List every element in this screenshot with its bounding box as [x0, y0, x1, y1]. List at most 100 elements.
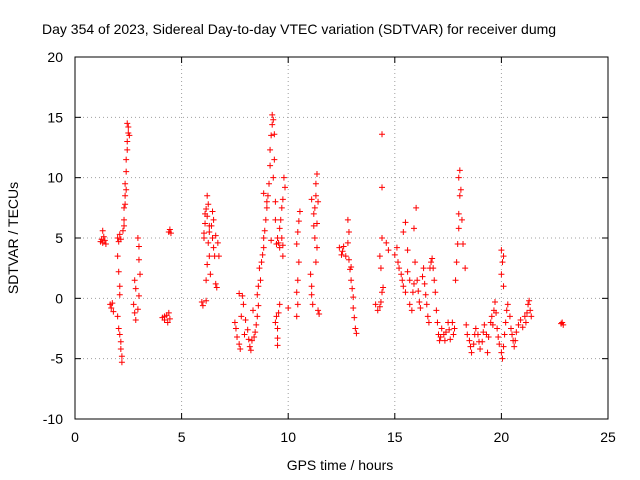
data-point: [268, 237, 275, 244]
data-point: [560, 321, 567, 328]
data-point: [100, 233, 107, 240]
data-point: [345, 228, 352, 235]
data-point: [208, 222, 215, 229]
data-point: [504, 301, 511, 308]
data-point: [123, 156, 130, 163]
data-point: [214, 239, 221, 246]
data-point: [269, 121, 276, 128]
data-point: [102, 241, 109, 248]
data-point: [204, 261, 211, 268]
data-point: [493, 309, 500, 316]
data-point: [348, 263, 355, 270]
data-point: [437, 333, 444, 340]
data-point: [206, 228, 213, 235]
data-point: [509, 331, 516, 338]
data-point: [198, 298, 205, 305]
data-point: [125, 123, 132, 130]
data-point: [379, 289, 386, 296]
data-point: [313, 244, 320, 251]
data-point: [167, 230, 174, 237]
y-tick-label: -10: [43, 411, 63, 427]
data-point: [257, 277, 264, 284]
data-point: [480, 329, 487, 336]
data-point: [458, 216, 465, 223]
data-point: [236, 290, 243, 297]
x-tick-label: 5: [178, 429, 186, 445]
data-point: [380, 284, 387, 291]
data-point: [308, 283, 315, 290]
data-point: [492, 298, 499, 305]
data-point: [424, 313, 431, 320]
data-point: [263, 198, 270, 205]
data-point: [488, 313, 495, 320]
data-point: [425, 319, 432, 326]
data-point: [124, 146, 131, 153]
data-point: [438, 325, 445, 332]
data-point: [525, 301, 532, 308]
data-point: [117, 338, 124, 345]
data-point: [259, 251, 266, 258]
data-point: [307, 271, 314, 278]
data-point: [203, 206, 210, 213]
data-point: [462, 265, 469, 272]
data-point: [399, 277, 406, 284]
data-point: [248, 337, 255, 344]
data-point: [502, 319, 509, 326]
data-point: [121, 204, 128, 211]
data-point: [494, 325, 501, 332]
data-point: [455, 174, 462, 181]
data-point: [242, 317, 249, 324]
data-point: [309, 301, 316, 308]
data-point: [282, 184, 289, 191]
data-point: [522, 319, 529, 326]
data-point: [115, 325, 122, 332]
data-point: [207, 271, 214, 278]
data-point: [511, 343, 518, 350]
data-point: [404, 268, 411, 275]
data-point: [215, 253, 222, 260]
data-point: [161, 313, 168, 320]
data-point: [271, 131, 278, 138]
data-point: [268, 132, 275, 139]
data-point: [503, 307, 510, 314]
data-point: [500, 253, 507, 260]
data-point: [336, 244, 343, 251]
y-tick-label: 15: [47, 109, 63, 125]
data-point: [481, 321, 488, 328]
data-point: [402, 219, 409, 226]
data-point: [409, 289, 416, 296]
data-point: [123, 168, 130, 175]
data-point: [344, 239, 351, 246]
data-point: [485, 333, 492, 340]
data-point: [205, 201, 212, 208]
data-point: [134, 235, 141, 241]
data-point: [279, 196, 286, 203]
data-point: [280, 174, 287, 181]
data-point: [394, 259, 401, 266]
data-point: [312, 192, 319, 199]
axis-ticks: [74, 56, 609, 420]
data-point: [255, 302, 262, 309]
grid-lines: [75, 57, 608, 419]
data-markers: [97, 111, 567, 366]
data-point: [209, 235, 216, 241]
data-point: [431, 277, 438, 284]
data-point: [126, 132, 133, 139]
data-point: [421, 280, 428, 287]
data-point: [454, 241, 461, 248]
data-point: [276, 225, 283, 232]
tick-labels: 0 5 10 15 20 25 -10 -5 0 5 10 15 20: [43, 49, 616, 445]
data-point: [474, 331, 481, 338]
data-point: [311, 235, 318, 241]
data-point: [344, 216, 351, 223]
data-point: [463, 321, 470, 328]
data-point: [400, 228, 407, 235]
data-point: [313, 171, 320, 178]
data-point: [274, 342, 281, 349]
data-point: [273, 313, 280, 320]
data-point: [279, 242, 286, 249]
data-point: [372, 301, 379, 308]
data-point: [376, 253, 383, 260]
data-point: [210, 244, 217, 251]
